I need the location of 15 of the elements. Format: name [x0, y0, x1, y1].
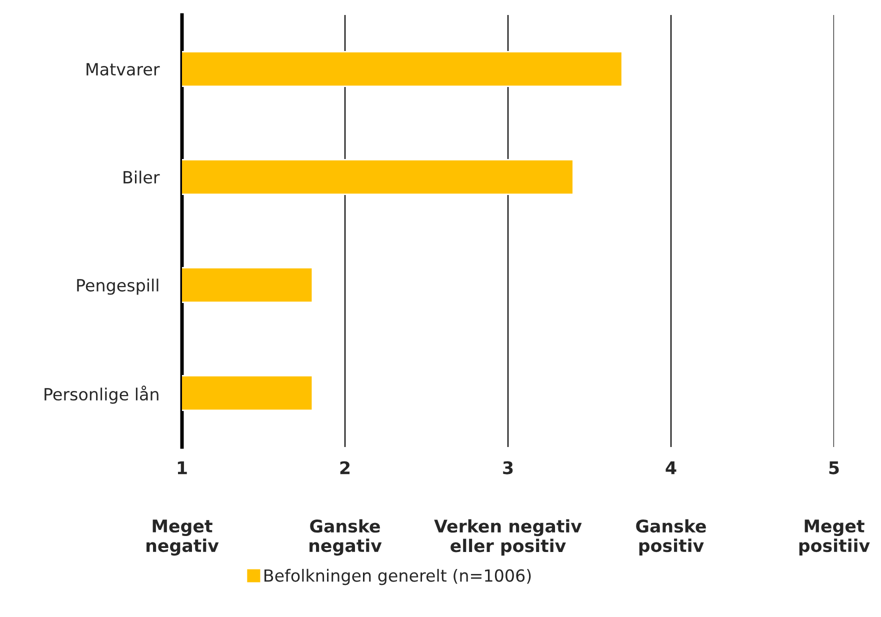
y-tick-label: Matvarer — [86, 63, 160, 76]
x-tick-label: 1 — [178, 461, 187, 474]
y-tick-label: Biler — [124, 170, 160, 184]
text: Ganske negativ — [310, 519, 382, 556]
text: Meget positiiv — [799, 520, 870, 556]
y-tick-label: Pengespill — [77, 278, 158, 295]
x-tick-label: 4 — [666, 461, 676, 474]
legend-label: Befolkningen generelt (n=1006) — [264, 568, 531, 586]
x-tick-label: 2 — [340, 461, 350, 474]
text: Meget negativ — [146, 520, 219, 556]
y-tick-label: Personlige lån — [44, 386, 158, 404]
text: Verken negativ eller positiv — [434, 519, 582, 556]
x-tick-label: 5 — [829, 461, 839, 474]
text: Ganske positiv — [636, 519, 706, 556]
x-tick-label: 3 — [503, 461, 513, 474]
